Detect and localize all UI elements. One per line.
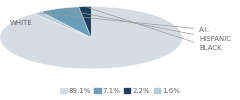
Text: A.I.: A.I. bbox=[40, 13, 210, 32]
Wedge shape bbox=[0, 7, 182, 69]
Text: HISPANIC: HISPANIC bbox=[62, 9, 231, 42]
Wedge shape bbox=[79, 7, 91, 38]
Text: WHITE: WHITE bbox=[10, 20, 32, 31]
Legend: 89.1%, 7.1%, 2.2%, 1.6%: 89.1%, 7.1%, 2.2%, 1.6% bbox=[57, 85, 183, 96]
Wedge shape bbox=[34, 12, 91, 38]
Wedge shape bbox=[41, 7, 91, 38]
Text: BLACK: BLACK bbox=[88, 8, 222, 51]
